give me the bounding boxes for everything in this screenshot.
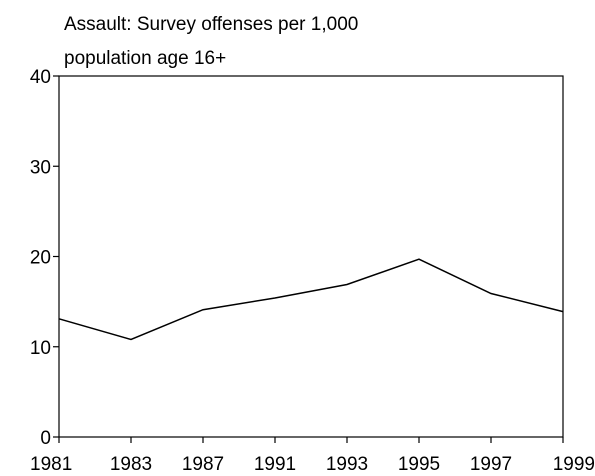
y-tick-label: 20 xyxy=(30,248,51,269)
data-point xyxy=(129,338,133,342)
x-tick-label: 1991 xyxy=(254,454,296,475)
chart-title-line-1: Assault: Survey offenses per 1,000 xyxy=(64,14,358,35)
data-point xyxy=(489,292,493,296)
y-tick-label: 40 xyxy=(30,67,51,88)
x-tick-label: 1993 xyxy=(326,454,368,475)
x-tick-label: 1981 xyxy=(30,454,72,475)
data-point xyxy=(273,296,277,300)
x-tick-label: 1997 xyxy=(470,454,512,475)
data-point xyxy=(201,308,205,312)
y-axis: 0 10 20 30 40 xyxy=(30,67,59,449)
y-tick-label: 0 xyxy=(40,428,51,449)
data-point xyxy=(561,310,565,314)
x-tick-label: 1983 xyxy=(110,454,152,475)
x-tick-label: 1995 xyxy=(398,454,440,475)
plot-frame xyxy=(58,75,564,438)
data-point xyxy=(417,257,421,261)
chart-title: Assault: Survey offenses per 1,000 popul… xyxy=(64,14,358,69)
x-tick-label: 1987 xyxy=(182,454,224,475)
y-tick-label: 10 xyxy=(30,338,51,359)
x-axis: 1981 1983 1987 1991 1993 1995 1997 1999 xyxy=(30,437,595,475)
x-tick-label: 1999 xyxy=(553,454,595,475)
series-line xyxy=(58,258,564,341)
data-point xyxy=(345,282,349,286)
chart-title-line-2: population age 16+ xyxy=(64,48,226,69)
y-tick-label: 30 xyxy=(30,157,51,178)
data-point xyxy=(57,317,61,321)
series-layer xyxy=(57,257,565,342)
